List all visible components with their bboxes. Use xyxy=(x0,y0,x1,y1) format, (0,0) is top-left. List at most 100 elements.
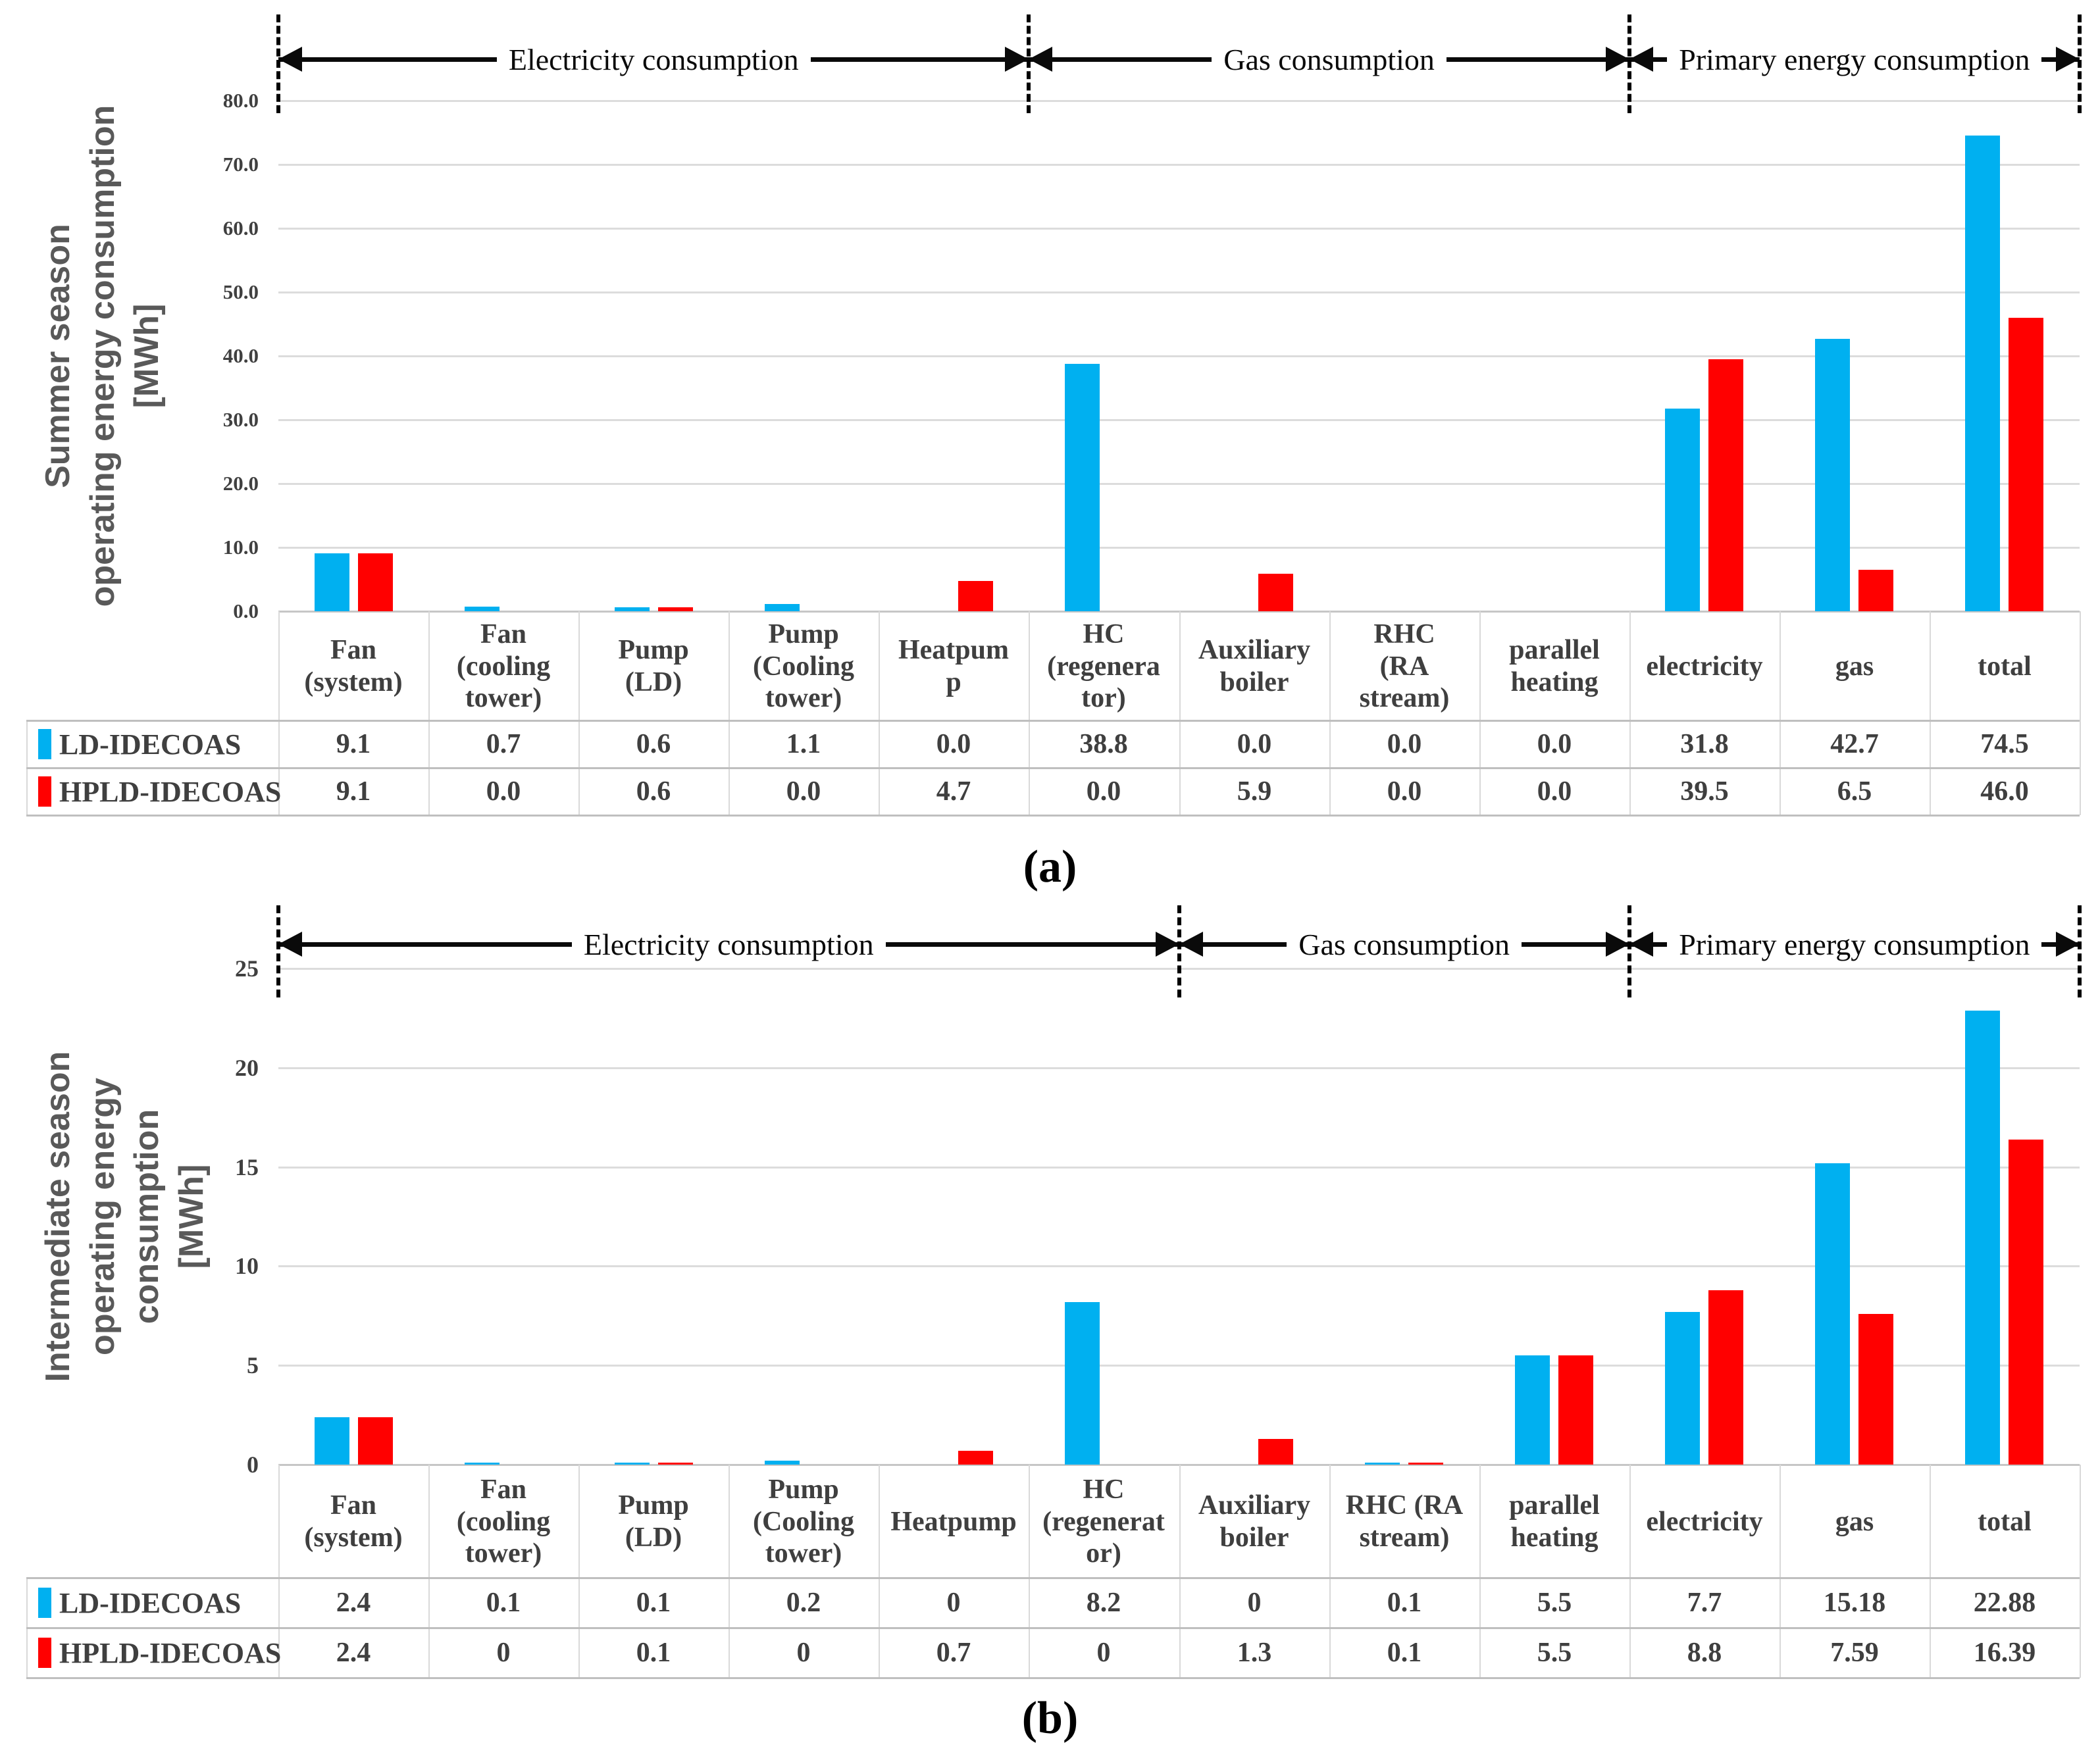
gridline xyxy=(278,1365,2080,1367)
table-row-border xyxy=(26,767,2080,769)
value-cell: 7.7 xyxy=(1687,1588,1722,1618)
value-cell: 0.0 xyxy=(1387,776,1422,807)
arrow-left-icon xyxy=(278,57,497,62)
table-row-border xyxy=(26,1577,2080,1579)
annotation-label: Electricity consumption xyxy=(508,42,799,76)
table-column-border xyxy=(2080,1465,2081,1678)
category-header-cell: Heatpump xyxy=(890,1506,1017,1537)
annotation-label: Primary energy consumption xyxy=(1679,927,2030,961)
arrow-left-icon xyxy=(278,942,572,947)
value-cell: 8.8 xyxy=(1687,1638,1722,1668)
value-cell: 0.0 xyxy=(1387,729,1422,759)
legend-row: HPLD-IDECOAS xyxy=(26,768,281,815)
bar xyxy=(465,1463,499,1465)
gridline xyxy=(278,228,2080,230)
value-cell: 0.1 xyxy=(1387,1588,1422,1618)
legend-label: LD-IDECOAS xyxy=(59,1586,242,1619)
table-column-border xyxy=(729,1465,730,1678)
bar xyxy=(1858,1314,1893,1465)
bar xyxy=(615,1463,650,1465)
y-axis-title-line: operating energy consumption xyxy=(83,1078,166,1355)
value-cell: 0 xyxy=(496,1638,511,1668)
value-cell: 0.0 xyxy=(1537,729,1572,759)
value-cell: 0.0 xyxy=(936,729,971,759)
bar xyxy=(1965,1011,2000,1465)
y-axis-title-line: Summer season xyxy=(39,224,77,488)
bar xyxy=(465,607,499,611)
bar xyxy=(1365,1463,1400,1465)
category-header-cell: Fan (cooling tower) xyxy=(456,1474,551,1569)
y-tick-label: 0 xyxy=(247,1451,259,1478)
category-header-cell: gas xyxy=(1835,651,1874,682)
table-column-border xyxy=(1780,1465,1781,1678)
value-cell: 7.59 xyxy=(1830,1638,1879,1668)
value-cell: 0.0 xyxy=(1537,776,1572,807)
category-header-cell: Auxiliary boiler xyxy=(1198,635,1311,697)
y-tick-label: 10.0 xyxy=(222,536,259,559)
gridline xyxy=(278,100,2080,102)
gridline xyxy=(278,291,2080,293)
bar xyxy=(315,553,349,611)
table-column-border xyxy=(879,611,880,815)
value-cell: 0.6 xyxy=(636,729,671,759)
y-tick-label: 10 xyxy=(235,1253,259,1280)
y-tick-label: 50.0 xyxy=(222,280,259,303)
category-header-cell: Heatpum p xyxy=(898,635,1009,697)
value-cell: 5.5 xyxy=(1537,1638,1572,1668)
y-tick-label: 20.0 xyxy=(222,472,259,495)
value-cell: 15.18 xyxy=(1823,1588,1886,1618)
value-cell: 0 xyxy=(1096,1638,1111,1668)
table-column-border xyxy=(1029,1465,1030,1678)
bar xyxy=(1708,1290,1743,1465)
bar xyxy=(1708,359,1743,611)
value-cell: 0.1 xyxy=(636,1638,671,1668)
bar xyxy=(765,1461,800,1465)
bar xyxy=(1258,574,1293,611)
bar xyxy=(1815,1163,1850,1465)
y-tick-label: 15 xyxy=(235,1153,259,1180)
hpld-idecoas-legend-swatch xyxy=(38,776,51,807)
category-header-cell: Pump (Cooling tower) xyxy=(752,618,854,714)
y-tick-label: 20 xyxy=(235,1054,259,1081)
table-column-border xyxy=(428,611,430,815)
value-cell: 16.39 xyxy=(1973,1638,2036,1668)
table-column-border xyxy=(578,611,580,815)
gridline xyxy=(278,419,2080,421)
category-header-cell: parallel heating xyxy=(1509,1490,1600,1553)
category-header-cell: Pump (Cooling tower) xyxy=(752,1474,854,1569)
gridline xyxy=(278,1464,2080,1466)
gridline xyxy=(278,164,2080,166)
table-column-border xyxy=(1179,1465,1181,1678)
table-column-border xyxy=(879,1465,880,1678)
table-column-border xyxy=(428,1465,430,1678)
arrow-right-icon xyxy=(1446,57,1629,62)
bar xyxy=(1558,1355,1593,1465)
table-column-border xyxy=(1329,611,1331,815)
category-header-cell: Pump (LD) xyxy=(618,1490,689,1553)
legend-label: HPLD-IDECOAS xyxy=(59,1636,282,1669)
arrow-right-icon xyxy=(810,57,1029,62)
bar xyxy=(1065,364,1100,611)
annotation-section: Gas consumption xyxy=(1179,911,1629,977)
bar xyxy=(615,607,650,611)
chart-caption: (b) xyxy=(1021,1693,1079,1744)
value-cell: 42.7 xyxy=(1830,729,1879,759)
bar xyxy=(1858,570,1893,611)
bar xyxy=(1515,1355,1550,1465)
y-tick-label: 70.0 xyxy=(222,153,259,176)
bar xyxy=(1815,339,1850,611)
bar xyxy=(1665,1312,1700,1465)
value-cell: 1.1 xyxy=(786,729,821,759)
arrow-left-icon xyxy=(1629,942,1668,947)
ld-idecoas-legend-swatch xyxy=(38,1588,51,1618)
annotation-section: Electricity consumption xyxy=(278,20,1029,99)
value-cell: 0.7 xyxy=(936,1638,971,1668)
table-column-border xyxy=(1629,611,1631,815)
category-header-cell: electricity xyxy=(1646,1506,1763,1537)
value-cell: 0.6 xyxy=(636,776,671,807)
category-header-cell: HC (regenerat or) xyxy=(1042,1474,1165,1569)
table-column-border xyxy=(1029,611,1030,815)
legend-row: HPLD-IDECOAS xyxy=(26,1628,282,1678)
value-cell: 74.5 xyxy=(1980,729,2029,759)
